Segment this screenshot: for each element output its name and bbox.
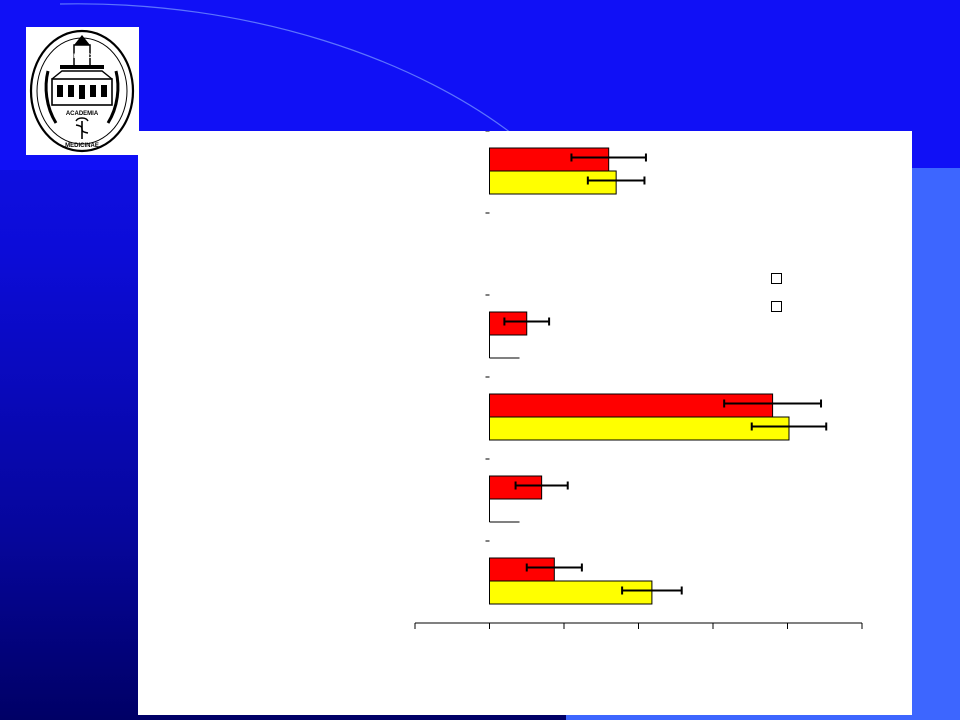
- bar: [489, 393, 774, 418]
- academy-seal-icon: ОМСК РОССИЯ ACADEMIA MEDICINAE: [29, 29, 135, 153]
- logo-middle-text: ACADEMIA: [66, 111, 99, 117]
- bar: [489, 147, 610, 172]
- legend-swatch-1: [771, 273, 782, 284]
- legend-swatch-2: [771, 301, 782, 312]
- right-accent-band: [912, 168, 960, 720]
- academy-logo: ОМСК РОССИЯ ACADEMIA MEDICINAE: [26, 27, 139, 155]
- logo-bottom-text: MEDICINAE: [65, 143, 99, 149]
- chart-panel: [138, 131, 912, 715]
- bar: [489, 416, 790, 441]
- bar: [489, 311, 528, 336]
- bar: [489, 557, 555, 582]
- logo-top-text: ОМСК РОССИЯ: [59, 54, 104, 60]
- bar: [489, 580, 653, 605]
- bar-chart: [414, 131, 863, 629]
- bar: [489, 170, 617, 195]
